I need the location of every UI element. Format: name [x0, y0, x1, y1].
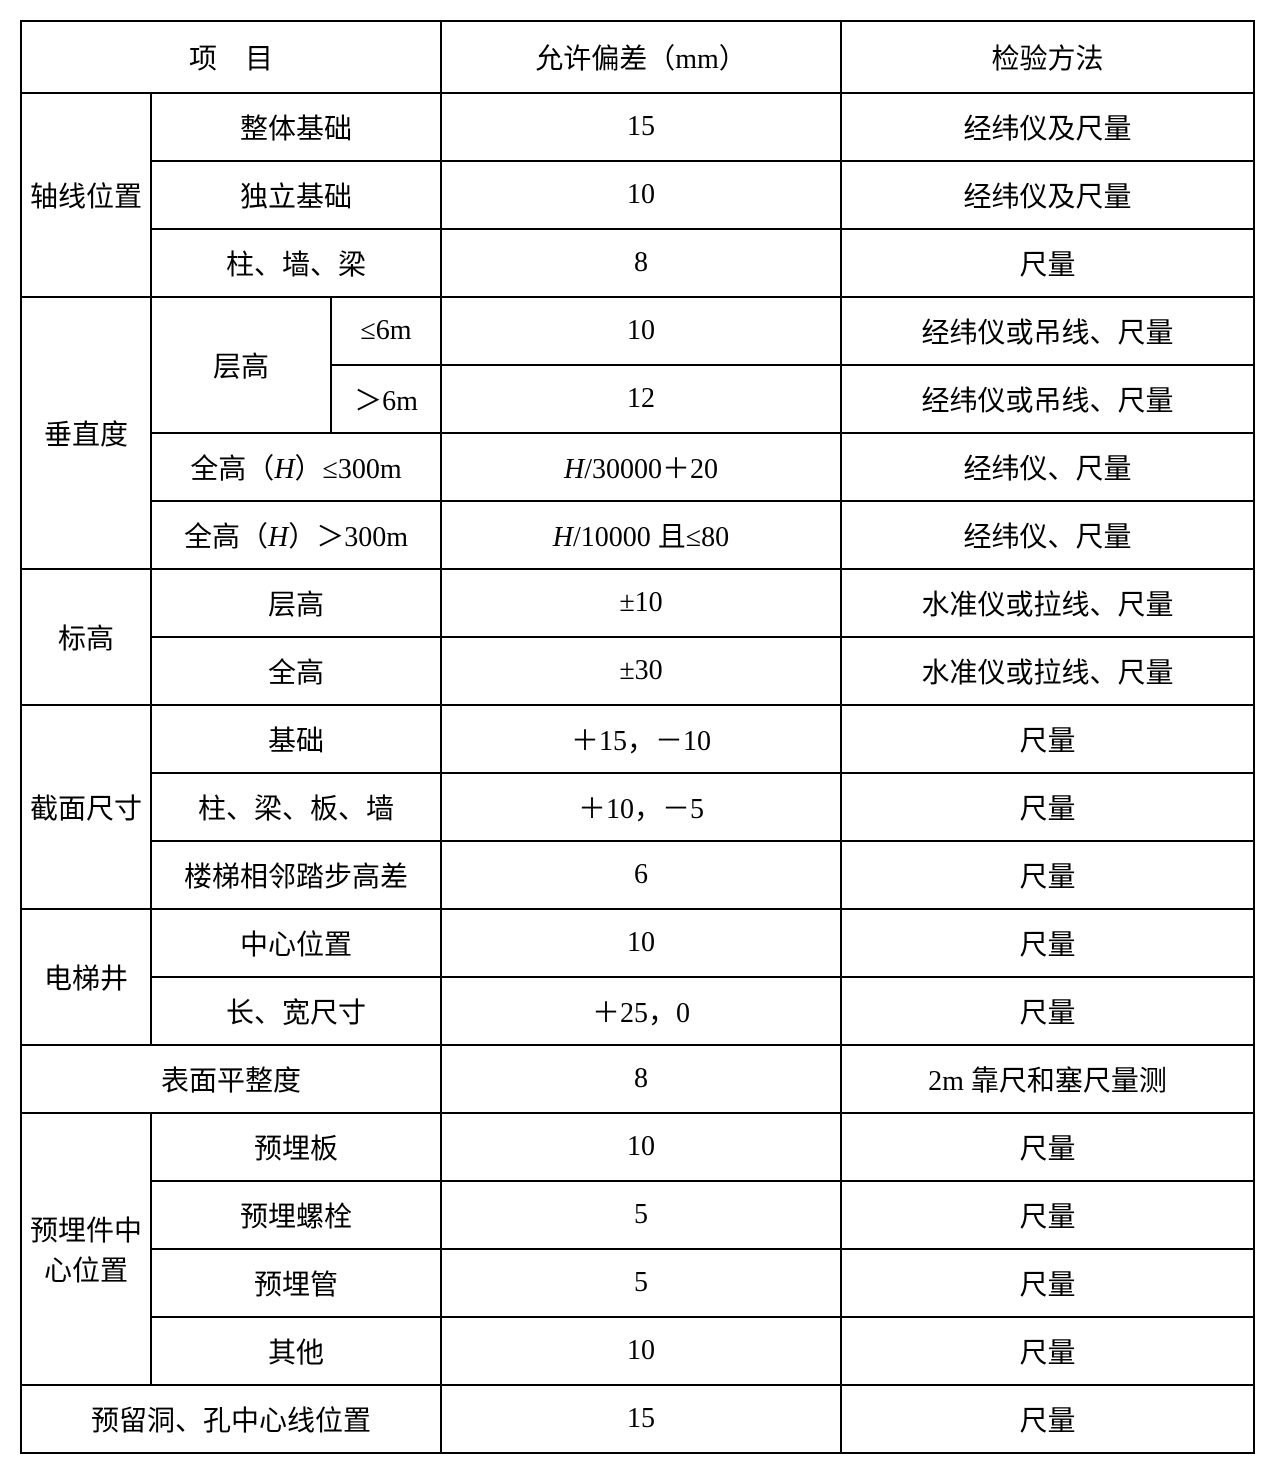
header-tolerance: 允许偏差（mm） [441, 21, 841, 93]
tol-cell: ＋25，0 [441, 977, 841, 1045]
tol-cell: H/30000＋20 [441, 433, 841, 501]
group-elevator-shaft: 电梯井 [21, 909, 151, 1045]
header-method: 检验方法 [841, 21, 1254, 93]
sub-cell: 层高 [151, 297, 331, 433]
method-cell: 尺量 [841, 773, 1254, 841]
method-cell: 尺量 [841, 1181, 1254, 1249]
table-row: 预埋件中心位置 预埋板 10 尺量 [21, 1113, 1254, 1181]
table-row: 全高 ±30 水准仪或拉线、尺量 [21, 637, 1254, 705]
sub-cell: 独立基础 [151, 161, 441, 229]
table-row: 电梯井 中心位置 10 尺量 [21, 909, 1254, 977]
method-cell: 尺量 [841, 1385, 1254, 1453]
subsub-cell: ＞6m [331, 365, 441, 433]
sub-cell: 全高（H）＞300m [151, 501, 441, 569]
tol-cell: ＋15，－10 [441, 705, 841, 773]
method-cell: 经纬仪及尺量 [841, 161, 1254, 229]
method-cell: 尺量 [841, 705, 1254, 773]
tol-cell: ＋10，－5 [441, 773, 841, 841]
table-header-row: 项 目 允许偏差（mm） 检验方法 [21, 21, 1254, 93]
sub-cell: 长、宽尺寸 [151, 977, 441, 1045]
method-cell: 经纬仪、尺量 [841, 501, 1254, 569]
sub-cell: 预埋管 [151, 1249, 441, 1317]
method-cell: 尺量 [841, 229, 1254, 297]
method-cell: 水准仪或拉线、尺量 [841, 569, 1254, 637]
table-row: 独立基础 10 经纬仪及尺量 [21, 161, 1254, 229]
sub-cell: 全高（H）≤300m [151, 433, 441, 501]
tol-cell: 10 [441, 1317, 841, 1385]
table-row: 垂直度 层高 ≤6m 10 经纬仪或吊线、尺量 [21, 297, 1254, 365]
tol-cell: 10 [441, 1113, 841, 1181]
sub-cell: 层高 [151, 569, 441, 637]
table-row: 预埋螺栓 5 尺量 [21, 1181, 1254, 1249]
tol-cell: 5 [441, 1249, 841, 1317]
table-row: 轴线位置 整体基础 15 经纬仪及尺量 [21, 93, 1254, 161]
table-row: 其他 10 尺量 [21, 1317, 1254, 1385]
group-section-size: 截面尺寸 [21, 705, 151, 909]
sub-cell: 基础 [151, 705, 441, 773]
table-row: 全高（H）＞300m H/10000 且≤80 经纬仪、尺量 [21, 501, 1254, 569]
method-cell: 尺量 [841, 1249, 1254, 1317]
group-axis-position: 轴线位置 [21, 93, 151, 297]
table-row: 预留洞、孔中心线位置 15 尺量 [21, 1385, 1254, 1453]
method-cell: 水准仪或拉线、尺量 [841, 637, 1254, 705]
method-cell: 尺量 [841, 841, 1254, 909]
table-row: 标高 层高 ±10 水准仪或拉线、尺量 [21, 569, 1254, 637]
tol-cell: 10 [441, 297, 841, 365]
method-cell: 经纬仪及尺量 [841, 93, 1254, 161]
tol-cell: ±10 [441, 569, 841, 637]
tol-cell: 8 [441, 1045, 841, 1113]
tol-cell: H/10000 且≤80 [441, 501, 841, 569]
table-row: 预埋管 5 尺量 [21, 1249, 1254, 1317]
sub-cell: 柱、梁、板、墙 [151, 773, 441, 841]
method-cell: 经纬仪、尺量 [841, 433, 1254, 501]
group-elevation: 标高 [21, 569, 151, 705]
table-row: 表面平整度 8 2m 靠尺和塞尺量测 [21, 1045, 1254, 1113]
sub-cell: 其他 [151, 1317, 441, 1385]
method-cell: 尺量 [841, 909, 1254, 977]
tol-cell: 8 [441, 229, 841, 297]
group-verticality: 垂直度 [21, 297, 151, 569]
tol-cell: ±30 [441, 637, 841, 705]
method-cell: 2m 靠尺和塞尺量测 [841, 1045, 1254, 1113]
table-row: 截面尺寸 基础 ＋15，－10 尺量 [21, 705, 1254, 773]
method-cell: 尺量 [841, 977, 1254, 1045]
table-row: 柱、梁、板、墙 ＋10，－5 尺量 [21, 773, 1254, 841]
tol-cell: 15 [441, 93, 841, 161]
table-row: 柱、墙、梁 8 尺量 [21, 229, 1254, 297]
group-surface-flatness: 表面平整度 [21, 1045, 441, 1113]
table-row: 长、宽尺寸 ＋25，0 尺量 [21, 977, 1254, 1045]
sub-cell: 楼梯相邻踏步高差 [151, 841, 441, 909]
group-reserved-hole: 预留洞、孔中心线位置 [21, 1385, 441, 1453]
sub-cell: 柱、墙、梁 [151, 229, 441, 297]
table-row: 全高（H）≤300m H/30000＋20 经纬仪、尺量 [21, 433, 1254, 501]
tolerance-table: 项 目 允许偏差（mm） 检验方法 轴线位置 整体基础 15 经纬仪及尺量 独立… [20, 20, 1255, 1454]
group-embedded-parts: 预埋件中心位置 [21, 1113, 151, 1385]
method-cell: 尺量 [841, 1317, 1254, 1385]
tol-cell: 12 [441, 365, 841, 433]
tol-cell: 10 [441, 161, 841, 229]
subsub-cell: ≤6m [331, 297, 441, 365]
tol-cell: 10 [441, 909, 841, 977]
sub-cell: 预埋板 [151, 1113, 441, 1181]
method-cell: 经纬仪或吊线、尺量 [841, 365, 1254, 433]
method-cell: 经纬仪或吊线、尺量 [841, 297, 1254, 365]
sub-cell: 全高 [151, 637, 441, 705]
sub-cell: 中心位置 [151, 909, 441, 977]
sub-cell: 预埋螺栓 [151, 1181, 441, 1249]
header-item: 项 目 [21, 21, 441, 93]
table-row: 楼梯相邻踏步高差 6 尺量 [21, 841, 1254, 909]
method-cell: 尺量 [841, 1113, 1254, 1181]
tol-cell: 5 [441, 1181, 841, 1249]
sub-cell: 整体基础 [151, 93, 441, 161]
tol-cell: 15 [441, 1385, 841, 1453]
tol-cell: 6 [441, 841, 841, 909]
